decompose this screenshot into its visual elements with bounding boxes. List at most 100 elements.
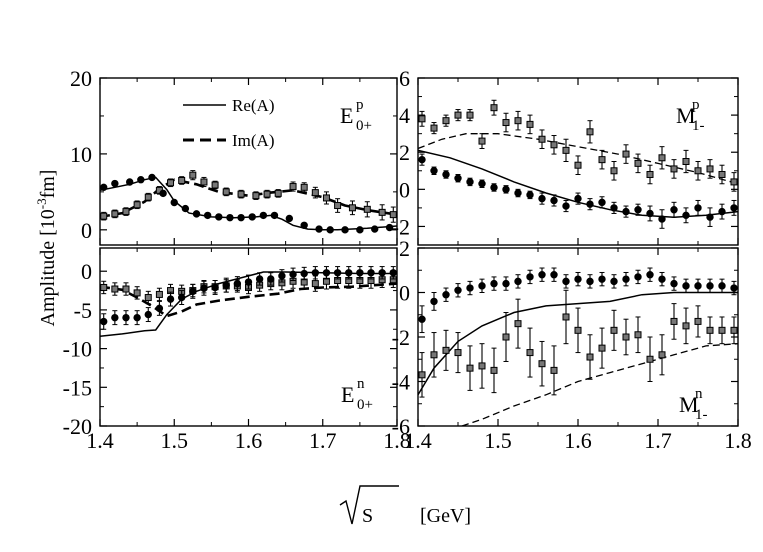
re-point	[694, 282, 702, 290]
im-point	[730, 178, 738, 186]
im-point	[111, 210, 119, 218]
panel-label-sup: p	[356, 97, 364, 113]
im-point	[133, 289, 141, 297]
panel-label-main: M	[679, 392, 699, 417]
panel-label-sup: n	[695, 386, 703, 402]
re-point	[389, 269, 397, 277]
re-point	[177, 293, 186, 302]
im-point	[348, 204, 356, 212]
im-point	[694, 167, 702, 175]
re-point	[378, 269, 386, 277]
im-point	[478, 362, 486, 370]
panel-label-sub: 0+	[357, 397, 373, 413]
panel-label-main: E	[341, 382, 354, 407]
re-point	[289, 270, 297, 279]
im-point	[526, 120, 534, 128]
re-point	[478, 180, 486, 188]
re-point	[646, 271, 654, 279]
im-point	[634, 331, 642, 339]
panel-M1p: -2 0 2 4 6 Mp 1-	[392, 66, 739, 246]
im-point	[718, 170, 726, 178]
re-point	[622, 275, 630, 283]
re-point	[237, 213, 245, 222]
y-label-tail: fm]	[37, 170, 59, 199]
re-point	[192, 210, 201, 218]
re-point	[634, 206, 642, 214]
re-point	[694, 204, 702, 212]
re-point	[538, 194, 546, 203]
re-point	[226, 213, 234, 222]
y-tick-label: -10	[63, 337, 92, 362]
im-point	[514, 320, 522, 328]
im-point	[682, 322, 690, 330]
re-point	[137, 176, 145, 184]
im-point	[670, 165, 678, 173]
re-point	[345, 269, 353, 277]
re-point	[155, 304, 164, 313]
im-curve	[100, 282, 397, 318]
y-tick-label: 4	[399, 103, 410, 128]
x-tick-label: 1.8	[724, 428, 752, 453]
re-point	[233, 279, 242, 288]
x-tick-label: 1.4	[404, 428, 432, 453]
re-point	[538, 271, 546, 279]
im-point	[574, 326, 582, 334]
re-point	[574, 194, 582, 203]
im-point	[490, 366, 498, 374]
im-point	[706, 326, 714, 334]
im-point	[311, 280, 319, 288]
re-point	[706, 282, 714, 290]
panel-label-main: E	[340, 103, 353, 128]
re-point	[550, 271, 558, 279]
panel-label-sup: n	[357, 376, 365, 392]
panel-M1n: 1.4 1.5 1.6 1.7 1.8 -6 -4 -2 0 2 Mn 1-	[392, 236, 752, 453]
re-point	[222, 281, 230, 289]
re-point	[181, 204, 190, 213]
im-point	[442, 117, 450, 125]
re-point	[454, 286, 462, 294]
re-point	[126, 178, 134, 186]
re-point	[166, 295, 175, 303]
y-tick-label: -4	[392, 370, 410, 395]
im-point	[658, 351, 666, 359]
im-point	[598, 156, 606, 164]
re-point	[706, 213, 714, 221]
im-point	[706, 165, 714, 173]
re-point	[244, 278, 253, 286]
im-point	[442, 346, 450, 354]
re-point	[333, 269, 342, 277]
im-point	[167, 179, 175, 187]
im-point	[155, 290, 163, 298]
y-tick-label: 2	[399, 140, 410, 165]
re-point	[442, 170, 450, 179]
im-point	[670, 317, 678, 325]
y-tick-label: 2	[399, 236, 410, 261]
im-point	[562, 313, 570, 321]
y-tick-label: -5	[74, 298, 92, 323]
x-tick-label: 1.4	[86, 428, 114, 453]
re-curve	[418, 291, 738, 396]
re-point	[454, 174, 462, 182]
re-point	[682, 211, 690, 220]
data-E0n	[100, 266, 397, 337]
re-point	[550, 196, 558, 205]
panel-label-sub: 1-	[692, 118, 705, 134]
re-point	[100, 183, 108, 192]
im-point	[274, 189, 282, 197]
re-point	[442, 291, 450, 299]
re-point	[315, 225, 323, 233]
im-point	[252, 192, 260, 200]
re-point	[526, 191, 534, 199]
re-point	[658, 215, 666, 223]
im-point	[454, 111, 462, 119]
im-point	[622, 333, 630, 341]
re-point	[466, 178, 474, 186]
re-point	[658, 275, 666, 283]
re-point	[300, 269, 308, 278]
im-point	[562, 146, 570, 154]
im-point	[133, 201, 141, 209]
re-point	[248, 213, 256, 221]
im-point	[289, 183, 297, 191]
re-point	[514, 189, 522, 197]
